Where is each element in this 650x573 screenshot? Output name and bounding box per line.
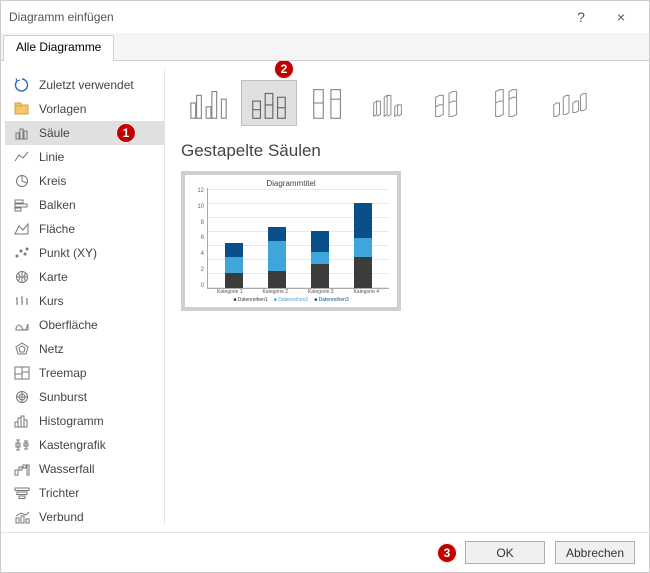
ok-button[interactable]: OK (465, 541, 545, 564)
scatter-chart-icon (13, 245, 31, 261)
tab-strip: Alle Diagramme (1, 33, 649, 61)
radar-chart-icon (13, 341, 31, 357)
surface-chart-icon (13, 317, 31, 333)
window-title: Diagramm einfügen (9, 10, 114, 24)
boxwhisker-chart-icon (13, 437, 31, 453)
sidebar-item-scatter[interactable]: Punkt (XY) (5, 241, 164, 265)
chart-plot: 121086420 (193, 188, 389, 289)
funnel-chart-icon (13, 485, 31, 501)
sidebar-item-radar[interactable]: Netz (5, 337, 164, 361)
sidebar-item-label: Fläche (39, 222, 75, 236)
clustered-3d-icon (368, 85, 410, 121)
subtype-3d-stacked-column[interactable] (421, 80, 477, 126)
sidebar-item-label: Oberfläche (39, 318, 98, 332)
help-button[interactable]: ? (561, 3, 601, 31)
dialog-footer: 3 OK Abbrechen (1, 532, 649, 572)
subtype-stacked-column[interactable]: 2 (241, 80, 297, 126)
sidebar-item-label: Kreis (39, 174, 66, 188)
sidebar-item-recent[interactable]: Zuletzt verwendet (5, 73, 164, 97)
sidebar-item-line[interactable]: Linie (5, 145, 164, 169)
sidebar-item-combo[interactable]: Verbund (5, 505, 164, 529)
sidebar-item-label: Säule (39, 126, 70, 140)
waterfall-chart-icon (13, 461, 31, 477)
stacked100-3d-icon (488, 85, 530, 121)
sidebar-item-funnel[interactable]: Trichter (5, 481, 164, 505)
subtype-clustered-column[interactable] (181, 80, 237, 126)
sidebar-item-histogram[interactable]: Histogramm (5, 409, 164, 433)
sidebar-item-label: Sunburst (39, 390, 87, 404)
x-axis: Kategorie 1Kategorie 2Kategorie 3Kategor… (193, 289, 389, 295)
title-bar: Diagramm einfügen ? × (1, 1, 649, 33)
stacked100-column-icon (308, 85, 350, 121)
sidebar-item-label: Zuletzt verwendet (39, 78, 134, 92)
sidebar-item-surface[interactable]: Oberfläche (5, 313, 164, 337)
sidebar-item-label: Histogramm (39, 414, 104, 428)
templates-icon (13, 101, 31, 117)
sidebar-item-label: Kastengrafik (39, 438, 106, 452)
close-button[interactable]: × (601, 3, 641, 31)
sidebar-item-label: Verbund (39, 510, 84, 524)
tab-all-charts[interactable]: Alle Diagramme (3, 35, 114, 61)
area-chart-icon (13, 221, 31, 237)
combo-chart-icon (13, 509, 31, 525)
sidebar-item-label: Karte (39, 270, 68, 284)
column-chart-icon (13, 125, 31, 141)
sidebar-item-column[interactable]: Säule 1 (5, 121, 164, 145)
stacked-3d-icon (428, 85, 470, 121)
preview-title: Gestapelte Säulen (181, 141, 629, 161)
subtype-100stacked-column[interactable] (301, 80, 357, 126)
cancel-button[interactable]: Abbrechen (555, 541, 635, 564)
subtype-3d-column[interactable] (541, 80, 597, 126)
subtype-3d-100stacked-column[interactable] (481, 80, 537, 126)
callout-2: 2 (274, 61, 294, 79)
legend: Datenreihen1Datenreihen2Datenreihen3 (193, 297, 389, 303)
sidebar-item-label: Wasserfall (39, 462, 95, 476)
sidebar-item-sunburst[interactable]: Sunburst (5, 385, 164, 409)
sidebar-item-templates[interactable]: Vorlagen (5, 97, 164, 121)
sidebar-item-label: Linie (39, 150, 64, 164)
main-panel: 2 Gestapelte Säulen (165, 69, 645, 524)
sidebar-item-pie[interactable]: Kreis (5, 169, 164, 193)
subtype-strip: 2 (181, 73, 629, 133)
sidebar-item-area[interactable]: Fläche (5, 217, 164, 241)
clustered-column-icon (188, 85, 230, 121)
column-3d-icon (548, 85, 590, 121)
sidebar-item-label: Treemap (39, 366, 87, 380)
map-chart-icon (13, 269, 31, 285)
callout-3: 3 (437, 543, 457, 563)
y-axis: 121086420 (193, 188, 207, 289)
bars-area (207, 188, 389, 289)
recent-icon (13, 77, 31, 93)
histogram-chart-icon (13, 413, 31, 429)
sidebar-item-label: Trichter (39, 486, 79, 500)
sidebar-item-label: Vorlagen (39, 102, 86, 116)
bar-chart-icon (13, 197, 31, 213)
sidebar-item-map[interactable]: Karte (5, 265, 164, 289)
insert-chart-dialog: Diagramm einfügen ? × Alle Diagramme Zul… (0, 0, 650, 573)
chart-type-sidebar: Zuletzt verwendet Vorlagen Säule 1 Linie… (5, 69, 165, 524)
line-chart-icon (13, 149, 31, 165)
treemap-chart-icon (13, 365, 31, 381)
sidebar-item-bar[interactable]: Balken (5, 193, 164, 217)
subtype-3d-clustered-column[interactable] (361, 80, 417, 126)
sidebar-item-label: Netz (39, 342, 64, 356)
chart-preview[interactable]: Diagrammtitel 121086420 Kategorie 1Kateg… (181, 171, 401, 311)
sidebar-item-label: Punkt (XY) (39, 246, 97, 260)
sunburst-chart-icon (13, 389, 31, 405)
callout-1: 1 (116, 123, 136, 143)
sidebar-item-stock[interactable]: Kurs (5, 289, 164, 313)
stacked-column-icon (248, 85, 290, 121)
sidebar-item-waterfall[interactable]: Wasserfall (5, 457, 164, 481)
sidebar-item-boxwhisker[interactable]: Kastengrafik (5, 433, 164, 457)
chart-title: Diagrammtitel (193, 179, 389, 188)
sidebar-item-label: Kurs (39, 294, 64, 308)
pie-chart-icon (13, 173, 31, 189)
sidebar-item-label: Balken (39, 198, 76, 212)
stock-chart-icon (13, 293, 31, 309)
sidebar-item-treemap[interactable]: Treemap (5, 361, 164, 385)
